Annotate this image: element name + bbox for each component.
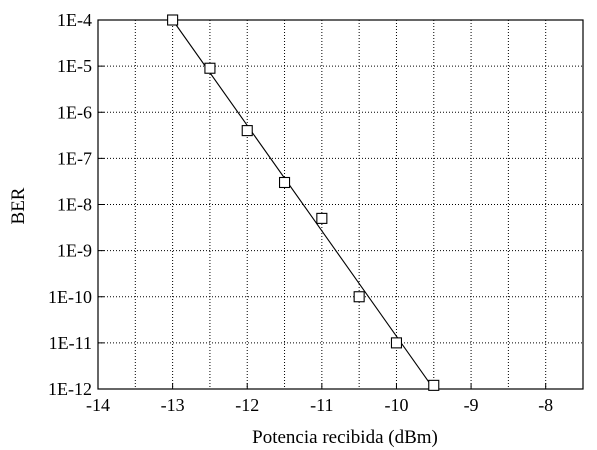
x-tick-label: -12	[235, 395, 259, 415]
y-tick-label: 1E-10	[48, 287, 92, 307]
y-tick-label: 1E-8	[57, 195, 92, 215]
data-point-square	[241, 125, 253, 137]
x-tick-label: -13	[161, 395, 185, 415]
x-tick-label: -11	[310, 395, 333, 415]
axis-layer	[97, 19, 584, 390]
y-tick-label: 1E-9	[57, 241, 92, 261]
y-tick-label: 1E-7	[57, 148, 92, 168]
data-point-square	[204, 62, 216, 74]
y-axis-title: BER	[8, 187, 29, 224]
x-tick-label: -14	[86, 395, 110, 415]
data-point-square	[428, 379, 440, 391]
y-tick-label: 1E-6	[57, 102, 92, 122]
x-tick-label: -8	[538, 395, 553, 415]
marker-layer	[167, 14, 440, 391]
x-axis-title: Potencia recibida (dBm)	[252, 427, 438, 448]
y-tick-label: 1E-11	[49, 333, 92, 353]
y-tick-label: 1E-12	[48, 379, 92, 399]
data-point-square	[278, 176, 291, 189]
tick-label-layer: -14 -13 -12 -11 -10 -9 -8 1E-4 1E-5 1E-6 1E-7 1E-8 1…	[48, 10, 553, 415]
fit-line	[172, 19, 435, 390]
data-point-square	[167, 14, 179, 26]
fit-line-layer	[172, 19, 435, 390]
x-tick-label: -9	[464, 395, 479, 415]
y-tick-label: 1E-4	[57, 10, 92, 30]
data-point-square	[390, 337, 403, 349]
data-point-square	[316, 212, 328, 224]
x-tick-label: -10	[384, 395, 408, 415]
data-point-square	[353, 291, 365, 303]
grid-layer	[98, 20, 583, 389]
y-tick-label: 1E-5	[57, 56, 92, 76]
